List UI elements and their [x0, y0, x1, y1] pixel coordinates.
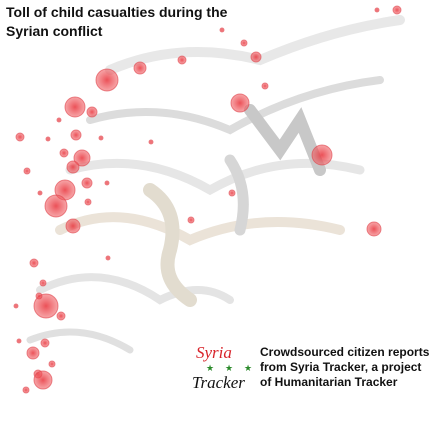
- stroke: [224, 154, 249, 236]
- bubble: [65, 218, 81, 234]
- star: ★: [206, 363, 214, 373]
- bubble: [29, 258, 39, 268]
- caption-line: from Syria Tracker, a project: [260, 360, 421, 374]
- logo-line: Syria: [196, 343, 232, 362]
- bubble: [45, 136, 51, 142]
- bubble: [95, 68, 119, 92]
- bubble: [187, 216, 195, 224]
- caption-line: of Humanitarian Tracker: [260, 375, 398, 389]
- star: ★: [244, 363, 252, 373]
- bubble: [392, 5, 402, 15]
- bubble: [48, 360, 56, 368]
- bubble: [22, 386, 30, 394]
- bubble: [311, 144, 333, 166]
- bubble: [40, 338, 50, 348]
- bubble: [105, 255, 111, 261]
- bubble: [37, 190, 43, 196]
- bubble: [374, 7, 380, 13]
- bubble: [70, 129, 82, 141]
- bubble: [228, 189, 236, 197]
- bubble: [13, 303, 19, 309]
- stroke: [36, 273, 234, 305]
- bubble: [250, 51, 262, 63]
- bubble: [23, 167, 31, 175]
- title-line: Syrian conflict: [6, 23, 103, 39]
- logo-stars: ★ ★ ★: [206, 363, 252, 373]
- bubble: [44, 194, 68, 218]
- bubble: [240, 39, 248, 47]
- title-line: Toll of child casualties during the: [6, 4, 228, 20]
- bubble: [59, 148, 69, 158]
- stroke: [143, 183, 197, 307]
- caption-line: Crowdsourced citizen reports: [260, 345, 430, 359]
- stroke: [244, 104, 326, 176]
- bubble: [133, 61, 147, 75]
- stroke: [26, 328, 134, 354]
- bubble: [15, 132, 25, 142]
- bubble: [230, 93, 250, 113]
- bubble: [33, 370, 53, 390]
- bubble: [33, 293, 59, 319]
- bubble: [64, 96, 86, 118]
- bubble: [261, 82, 269, 90]
- stroke: [105, 15, 405, 75]
- calligraphy-backdrop: [26, 15, 405, 354]
- bubble: [104, 180, 110, 186]
- bubble: [26, 346, 40, 360]
- bubble: [73, 149, 91, 167]
- bubble: [66, 160, 80, 174]
- bubble: [98, 135, 104, 141]
- bubble: [177, 55, 187, 65]
- bubble: [148, 139, 154, 145]
- bubble: [16, 338, 22, 344]
- bubble: [39, 279, 47, 287]
- bubble: [56, 117, 62, 123]
- bubble: [56, 311, 66, 321]
- bubble: [86, 106, 98, 118]
- star: ★: [225, 363, 233, 373]
- stroke: [55, 212, 345, 246]
- bubble: [84, 198, 92, 206]
- casualty-bubbles: [13, 5, 402, 394]
- bubble: [219, 27, 225, 33]
- logo-line: Tracker: [192, 373, 245, 392]
- bubble: [35, 292, 43, 300]
- bubble: [366, 221, 382, 237]
- stroke: [86, 76, 384, 135]
- bubble: [81, 177, 93, 189]
